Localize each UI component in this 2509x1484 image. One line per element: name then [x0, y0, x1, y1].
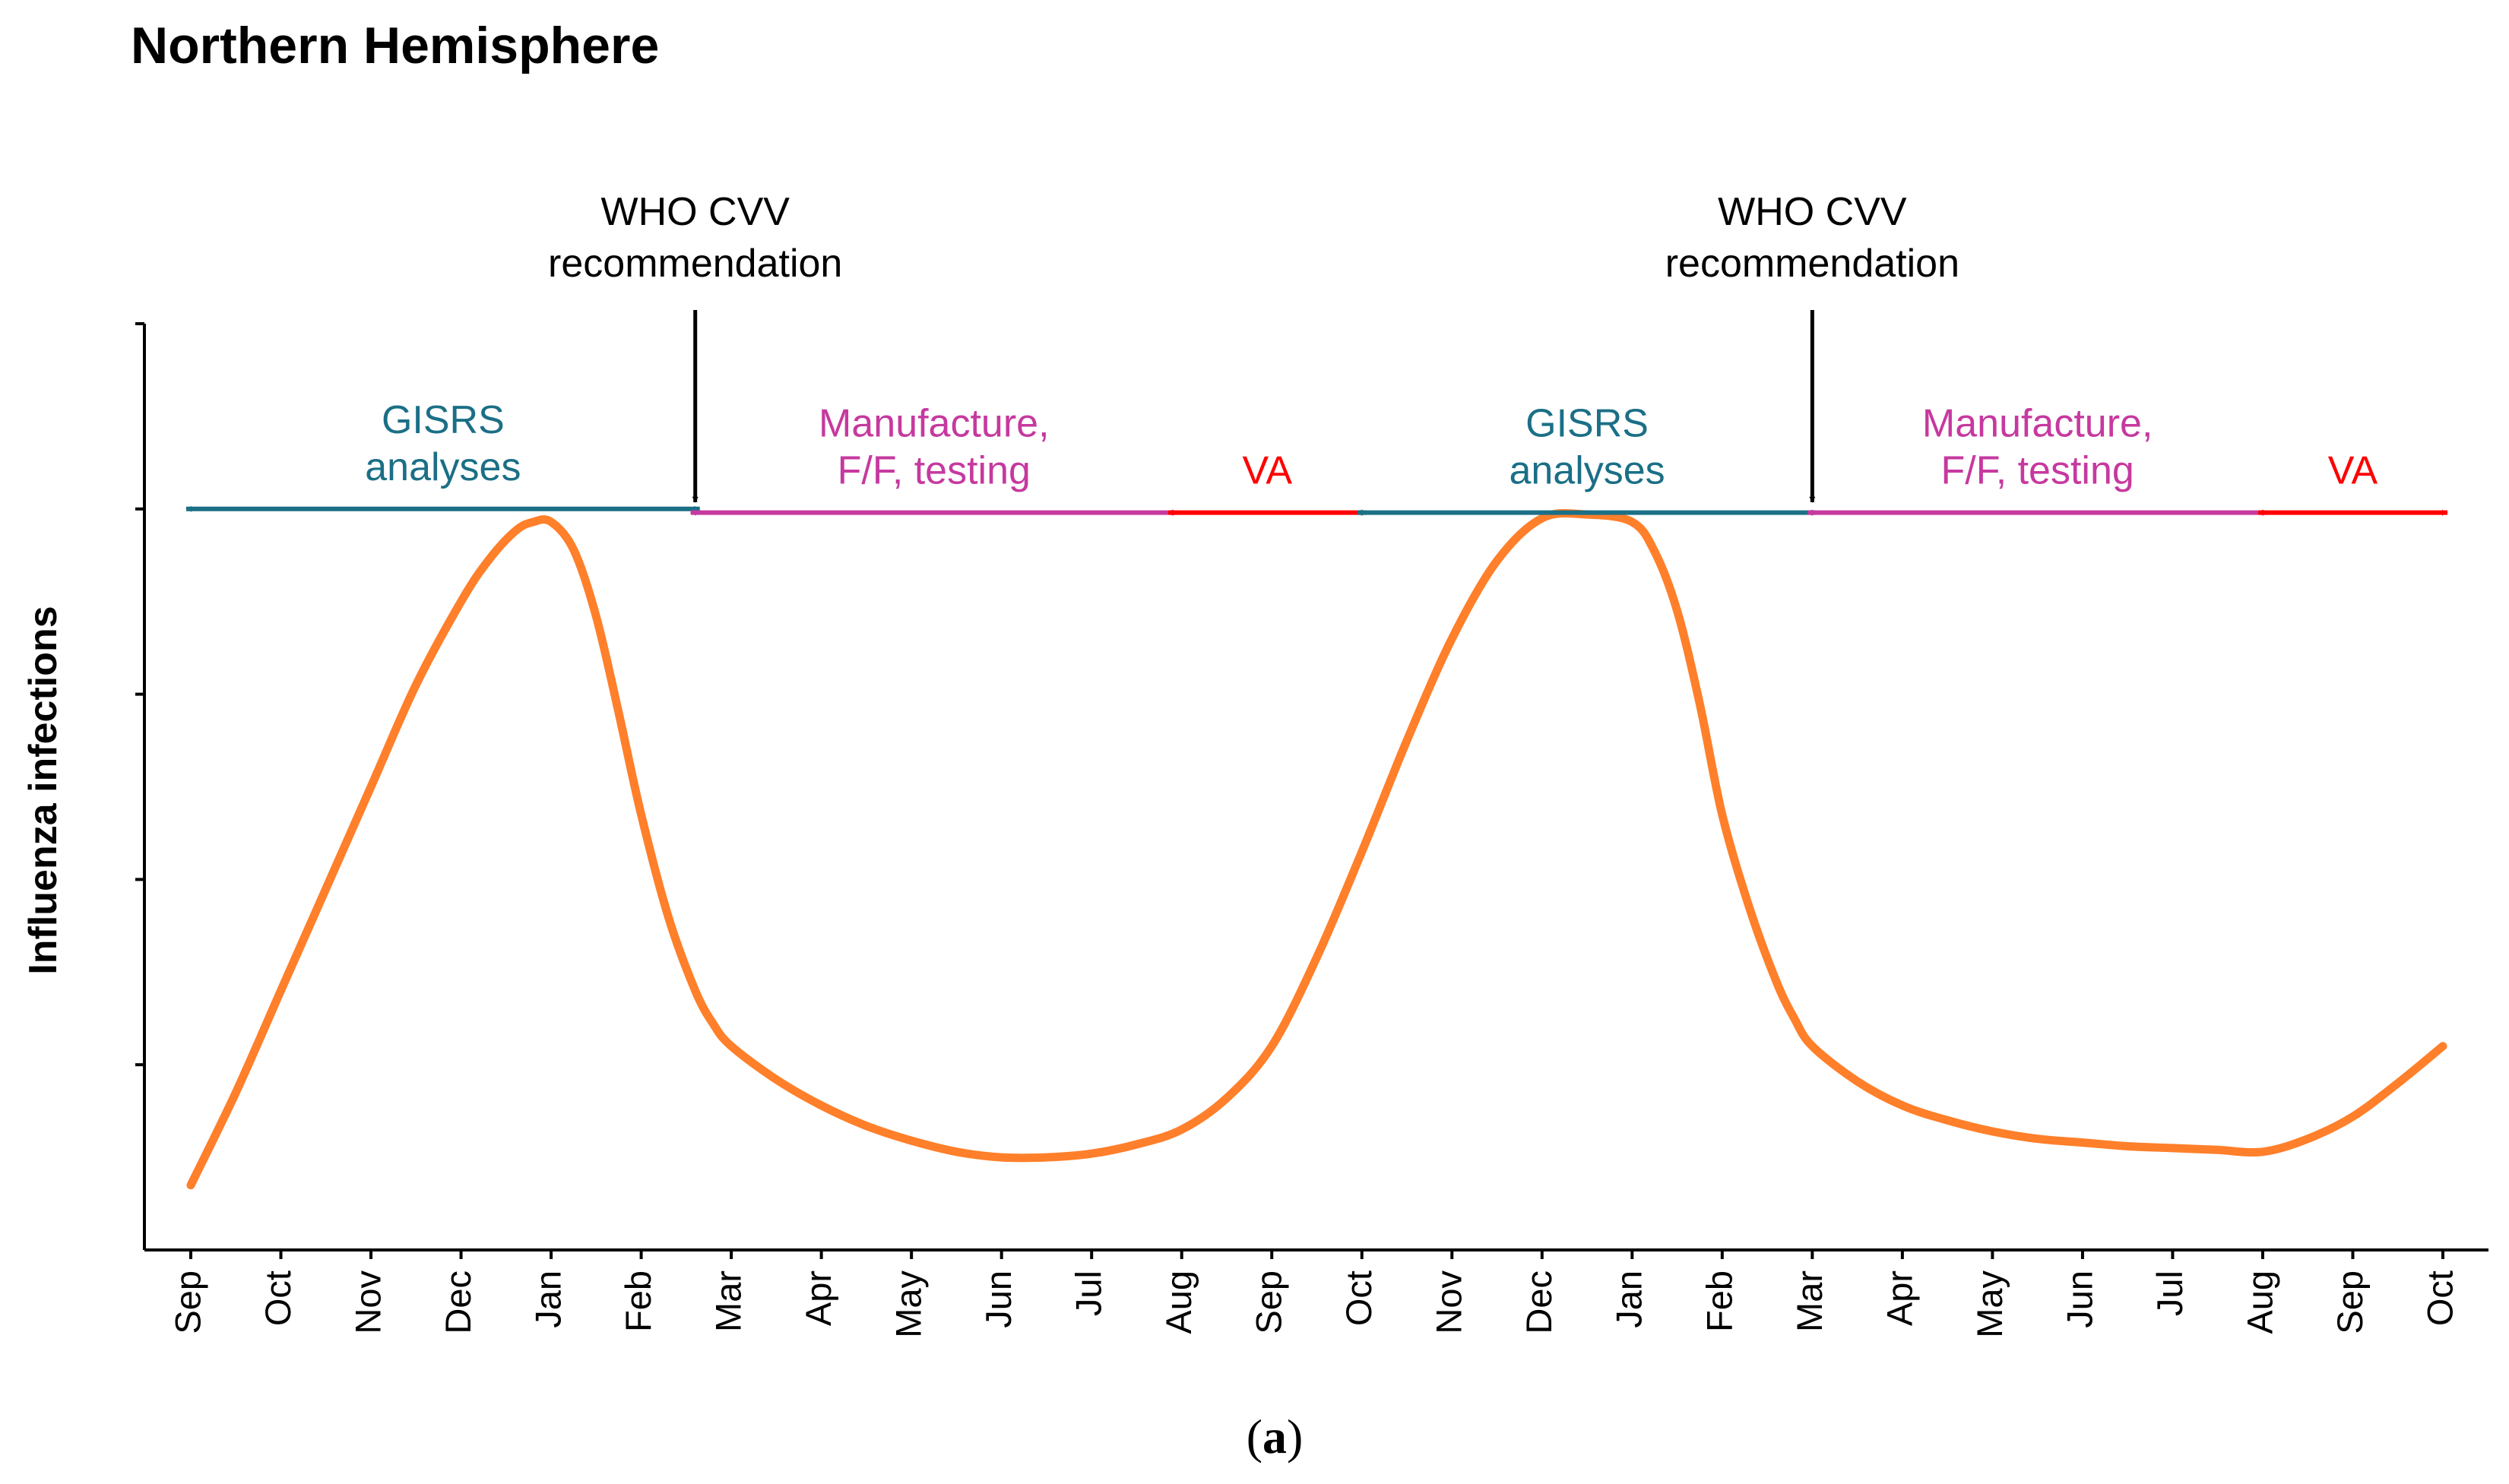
- x-tick-label-22: Jul: [2149, 1270, 2190, 1316]
- annotation-gisrs-1: GISRS analyses: [185, 398, 701, 512]
- annotation-gisrs-2: GISRS analyses: [1356, 402, 1818, 516]
- annotation-label-manufacture-1: Manufacture, F/F, testing: [819, 402, 1050, 493]
- annotation-label-line-gisrs-2-1: analyses: [1509, 449, 1665, 493]
- marker-label-line-who-cvv-1-0: WHO CVV: [600, 190, 790, 234]
- x-tick-label-17: Feb: [1699, 1270, 1739, 1332]
- x-tick-label-0: Sep: [167, 1270, 207, 1334]
- x-tick-label-21: Jun: [2059, 1270, 2099, 1328]
- marker-label-who-cvv-1: WHO CVV recommendation: [548, 190, 842, 286]
- marker-label-who-cvv-2: WHO CVV recommendation: [1665, 190, 1959, 286]
- annotation-label-va-2: VA: [2328, 449, 2378, 493]
- annotation-label-line-va-1-0: VA: [1243, 449, 1293, 493]
- x-tick-label-4: Jan: [528, 1270, 569, 1328]
- influenza-curve: [186, 508, 2447, 1190]
- annotation-manufacture-1: Manufacture, F/F, testing: [689, 402, 1178, 516]
- y-axis-label: Influenza infections: [21, 606, 65, 974]
- x-tick-label-19: Apr: [1879, 1270, 1919, 1326]
- x-tick-labels: Sep Oct Nov Dec Jan Feb Mar Apr May Jun Jul Aug Sep O…: [167, 1270, 2460, 1338]
- x-tick-label-2: Nov: [347, 1270, 388, 1334]
- x-ticks: [189, 1250, 2444, 1259]
- annotation-va-2: VA: [2257, 449, 2448, 516]
- x-tick-label-5: Feb: [618, 1270, 658, 1332]
- annotation-label-line-va-2-0: VA: [2328, 449, 2378, 493]
- x-tick-label-10: Jul: [1069, 1270, 1109, 1316]
- annotation-label-line-gisrs-2-0: GISRS: [1525, 402, 1649, 446]
- annotation-label-gisrs-1: GISRS analyses: [365, 398, 521, 489]
- x-tick-label-9: Jun: [978, 1270, 1018, 1328]
- marker-label-line-who-cvv-2-0: WHO CVV: [1718, 190, 1907, 234]
- figure-caption: (a): [1247, 1410, 1304, 1463]
- marker-label-line-who-cvv-1-1: recommendation: [548, 242, 842, 286]
- x-tick-label-7: Apr: [798, 1270, 838, 1326]
- marker-who-cvv-1: WHO CVV recommendation: [548, 190, 842, 503]
- marker-who-cvv-2: WHO CVV recommendation: [1665, 190, 1959, 503]
- axes: [143, 324, 2488, 1251]
- annotation-label-line-manufacture-2-1: F/F, testing: [1941, 449, 2134, 493]
- x-tick-label-18: Mar: [1789, 1270, 1829, 1332]
- annotation-label-line-manufacture-1-0: Manufacture,: [819, 402, 1050, 446]
- marker-label-line-who-cvv-2-1: recommendation: [1665, 242, 1959, 286]
- caption-letter: a: [1262, 1410, 1287, 1463]
- annotation-label-gisrs-2: GISRS analyses: [1509, 402, 1665, 493]
- x-tick-label-20: May: [1969, 1270, 2010, 1338]
- x-tick-label-11: Aug: [1158, 1270, 1199, 1334]
- x-tick-label-8: May: [889, 1270, 929, 1338]
- chart-title: Northern Hemisphere: [131, 17, 659, 74]
- annotation-label-va-1: VA: [1243, 449, 1293, 493]
- x-tick-label-1: Oct: [258, 1270, 298, 1326]
- annotation-manufacture-2: Manufacture, F/F, testing: [1807, 402, 2268, 516]
- x-tick-label-14: Nov: [1429, 1270, 1469, 1334]
- x-tick-label-13: Oct: [1338, 1270, 1379, 1326]
- annotation-label-line-gisrs-1-1: analyses: [365, 445, 521, 489]
- x-tick-label-6: Mar: [708, 1270, 749, 1332]
- y-ticks: [135, 322, 144, 1067]
- caption-close: ): [1287, 1410, 1303, 1463]
- annotation-va-1: VA: [1167, 449, 1367, 516]
- x-tick-label-12: Sep: [1249, 1270, 1289, 1334]
- annotation-label-manufacture-2: Manufacture, F/F, testing: [1922, 402, 2153, 493]
- annotation-label-line-gisrs-1-0: GISRS: [382, 398, 505, 442]
- annotation-label-line-manufacture-1-1: F/F, testing: [838, 449, 1031, 493]
- x-tick-label-15: Dec: [1519, 1270, 1559, 1334]
- who-markers: WHO CVV recommendation WHO CVV recommendati…: [548, 190, 1959, 503]
- annotation-label-line-manufacture-2-0: Manufacture,: [1922, 402, 2153, 446]
- x-tick-label-24: Sep: [2330, 1270, 2370, 1334]
- x-tick-label-25: Oct: [2419, 1270, 2460, 1326]
- x-tick-label-23: Aug: [2239, 1270, 2279, 1334]
- x-tick-label-16: Jan: [1609, 1270, 1649, 1328]
- x-tick-label-3: Dec: [438, 1270, 478, 1334]
- caption-open: (: [1247, 1410, 1262, 1463]
